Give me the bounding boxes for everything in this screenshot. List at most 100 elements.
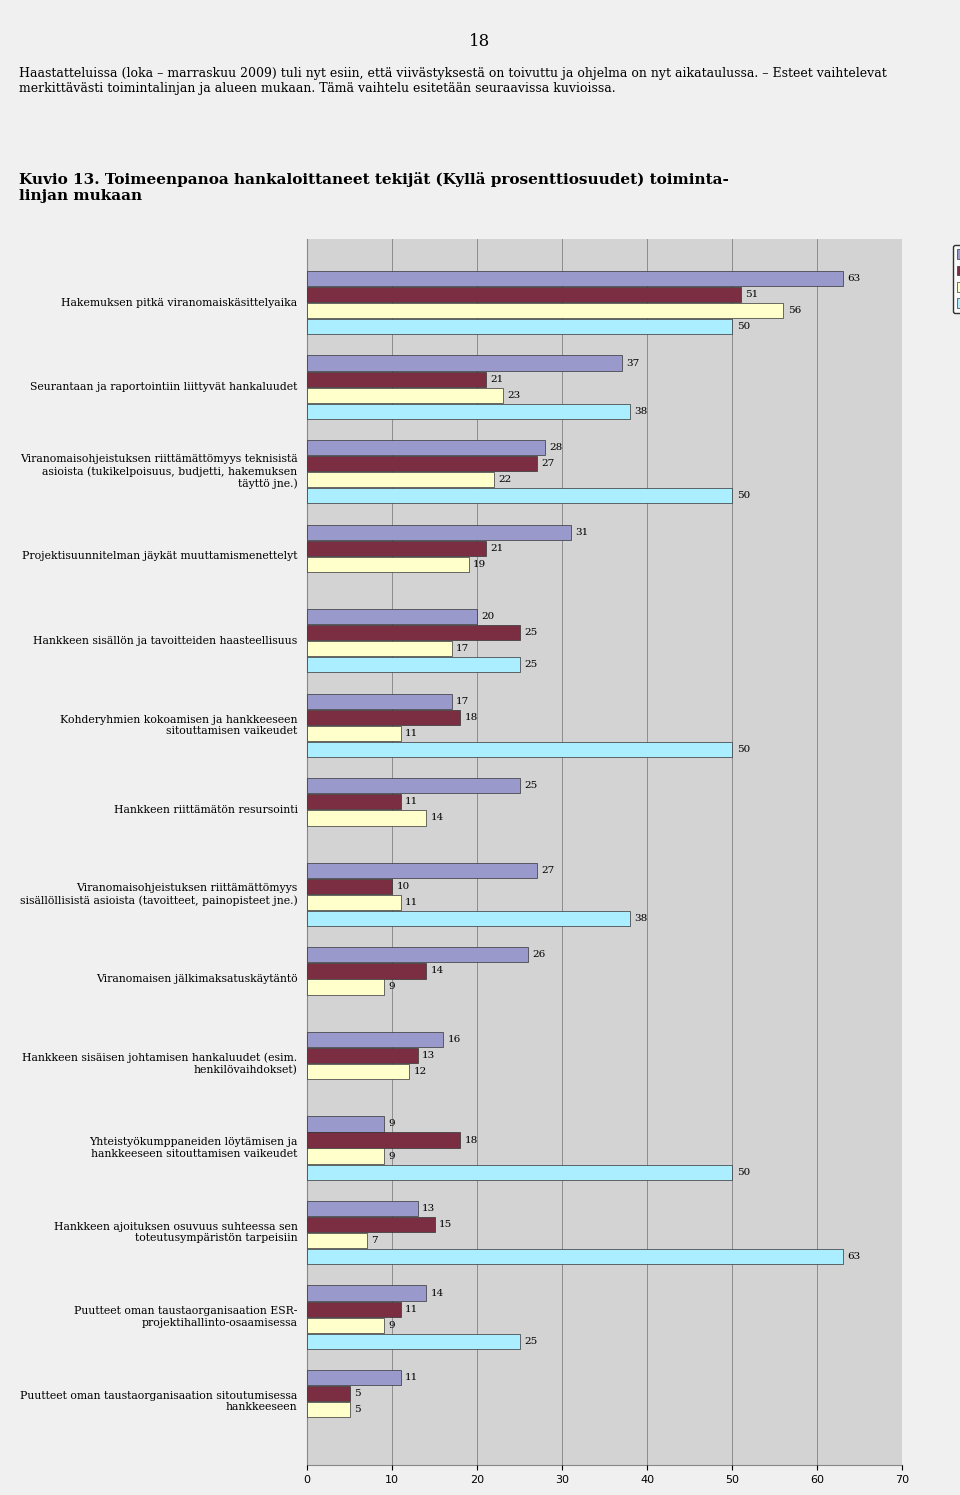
Bar: [307, 810, 426, 825]
Bar: [307, 1200, 418, 1215]
Text: 23: 23: [507, 390, 520, 399]
Bar: [307, 979, 384, 994]
Bar: [307, 1165, 732, 1180]
Text: 19: 19: [473, 559, 487, 568]
Text: 50: 50: [736, 492, 750, 501]
Text: 50: 50: [736, 1168, 750, 1177]
Bar: [307, 404, 631, 419]
Bar: [307, 948, 528, 963]
Bar: [307, 742, 732, 756]
Text: 31: 31: [575, 528, 588, 537]
Bar: [307, 1064, 409, 1079]
Text: 25: 25: [524, 782, 538, 791]
Bar: [307, 1402, 349, 1417]
Text: 5: 5: [354, 1405, 361, 1414]
Bar: [307, 1217, 435, 1232]
Text: Hankkeen sisällön ja tavoitteiden haasteellisuus: Hankkeen sisällön ja tavoitteiden haaste…: [34, 635, 298, 646]
Text: 18: 18: [465, 713, 478, 722]
Bar: [307, 1386, 349, 1401]
Bar: [307, 556, 468, 573]
Bar: [307, 725, 400, 742]
Text: 63: 63: [847, 274, 860, 283]
Bar: [307, 710, 460, 725]
Bar: [307, 1233, 367, 1248]
Text: Seurantaan ja raportointiin liittyvät hankaluudet: Seurantaan ja raportointiin liittyvät ha…: [30, 383, 298, 392]
Text: 18: 18: [469, 33, 491, 49]
Bar: [307, 271, 843, 286]
Bar: [307, 879, 393, 894]
Bar: [307, 694, 452, 709]
Text: 5: 5: [354, 1389, 361, 1398]
Text: 37: 37: [626, 359, 639, 368]
Text: 25: 25: [524, 661, 538, 670]
Bar: [307, 1048, 418, 1063]
Text: 21: 21: [490, 544, 503, 553]
Bar: [307, 1148, 384, 1163]
Bar: [307, 456, 537, 471]
Bar: [307, 658, 519, 673]
Text: Hakemuksen pitkä viranomaiskäsittelyaika: Hakemuksen pitkä viranomaiskäsittelyaika: [61, 298, 298, 308]
Text: 13: 13: [422, 1203, 435, 1212]
Text: 56: 56: [787, 306, 801, 315]
Text: 13: 13: [422, 1051, 435, 1060]
Bar: [307, 356, 622, 371]
Text: 11: 11: [405, 898, 419, 907]
Text: 50: 50: [736, 323, 750, 332]
Bar: [307, 963, 426, 979]
Bar: [307, 472, 494, 487]
Bar: [307, 910, 631, 925]
Text: Kuvio 13. Toimeenpanoa hankaloittaneet tekijät (Kyllä prosenttiosuudet) toiminta: Kuvio 13. Toimeenpanoa hankaloittaneet t…: [19, 172, 729, 203]
Bar: [307, 440, 545, 454]
Text: Projektisuunnitelman jäykät muuttamismenettelyt: Projektisuunnitelman jäykät muuttamismen…: [22, 552, 298, 561]
Bar: [307, 387, 503, 402]
Text: 9: 9: [388, 1120, 395, 1129]
Text: 11: 11: [405, 1372, 419, 1381]
Bar: [307, 625, 519, 640]
Bar: [307, 287, 741, 302]
Text: 9: 9: [388, 982, 395, 991]
Bar: [307, 1302, 400, 1317]
Bar: [307, 1132, 460, 1148]
Text: 63: 63: [847, 1253, 860, 1262]
Bar: [307, 1117, 384, 1132]
Text: 14: 14: [430, 966, 444, 975]
Bar: [307, 303, 783, 318]
Bar: [307, 794, 400, 809]
Text: 18: 18: [465, 1136, 478, 1145]
Text: 17: 17: [456, 697, 469, 706]
Text: Viranomaisohjeistuksen riittämättömyys
sisällöllisistä asioista (tavoitteet, pai: Viranomaisohjeistuksen riittämättömyys s…: [20, 884, 298, 906]
Text: 7: 7: [371, 1236, 377, 1245]
Bar: [307, 1334, 519, 1348]
Text: 16: 16: [447, 1035, 461, 1044]
Text: 38: 38: [635, 913, 648, 922]
Text: 27: 27: [541, 866, 554, 875]
Bar: [307, 863, 537, 878]
Text: 10: 10: [396, 882, 410, 891]
Text: 11: 11: [405, 797, 419, 806]
Text: 12: 12: [414, 1067, 427, 1076]
Text: Viranomaisohjeistuksen riittämättömyys teknisistä
asioista (tukikelpoisuus, budj: Viranomaisohjeistuksen riittämättömyys t…: [20, 454, 298, 489]
Bar: [307, 489, 732, 504]
Bar: [307, 1369, 400, 1386]
Bar: [307, 1250, 843, 1265]
Text: 25: 25: [524, 628, 538, 637]
Bar: [307, 896, 400, 910]
Text: Yhteistyökumppaneiden löytämisen ja
hankkeeseen sitouttamisen vaikeudet: Yhteistyökumppaneiden löytämisen ja hank…: [89, 1138, 298, 1159]
Text: 14: 14: [430, 1289, 444, 1298]
Bar: [307, 1286, 426, 1301]
Text: 51: 51: [745, 290, 758, 299]
Bar: [307, 372, 486, 387]
Bar: [307, 641, 452, 656]
Text: 26: 26: [533, 951, 546, 960]
Text: 38: 38: [635, 407, 648, 416]
Bar: [307, 608, 477, 625]
Text: 22: 22: [498, 475, 512, 484]
Bar: [307, 318, 732, 335]
Text: 50: 50: [736, 745, 750, 753]
Text: Haastatteluissa (loka – marraskuu 2009) tuli nyt esiin, että viivästyksestä on t: Haastatteluissa (loka – marraskuu 2009) …: [19, 67, 887, 96]
Text: 11: 11: [405, 1305, 419, 1314]
Text: 17: 17: [456, 644, 469, 653]
Text: Viranomaisen jälkimaksatuskäytäntö: Viranomaisen jälkimaksatuskäytäntö: [96, 973, 298, 984]
Text: Kohderyhmien kokoamisen ja hankkeeseen
sitouttamisen vaikeudet: Kohderyhmien kokoamisen ja hankkeeseen s…: [60, 715, 298, 736]
Bar: [307, 541, 486, 556]
